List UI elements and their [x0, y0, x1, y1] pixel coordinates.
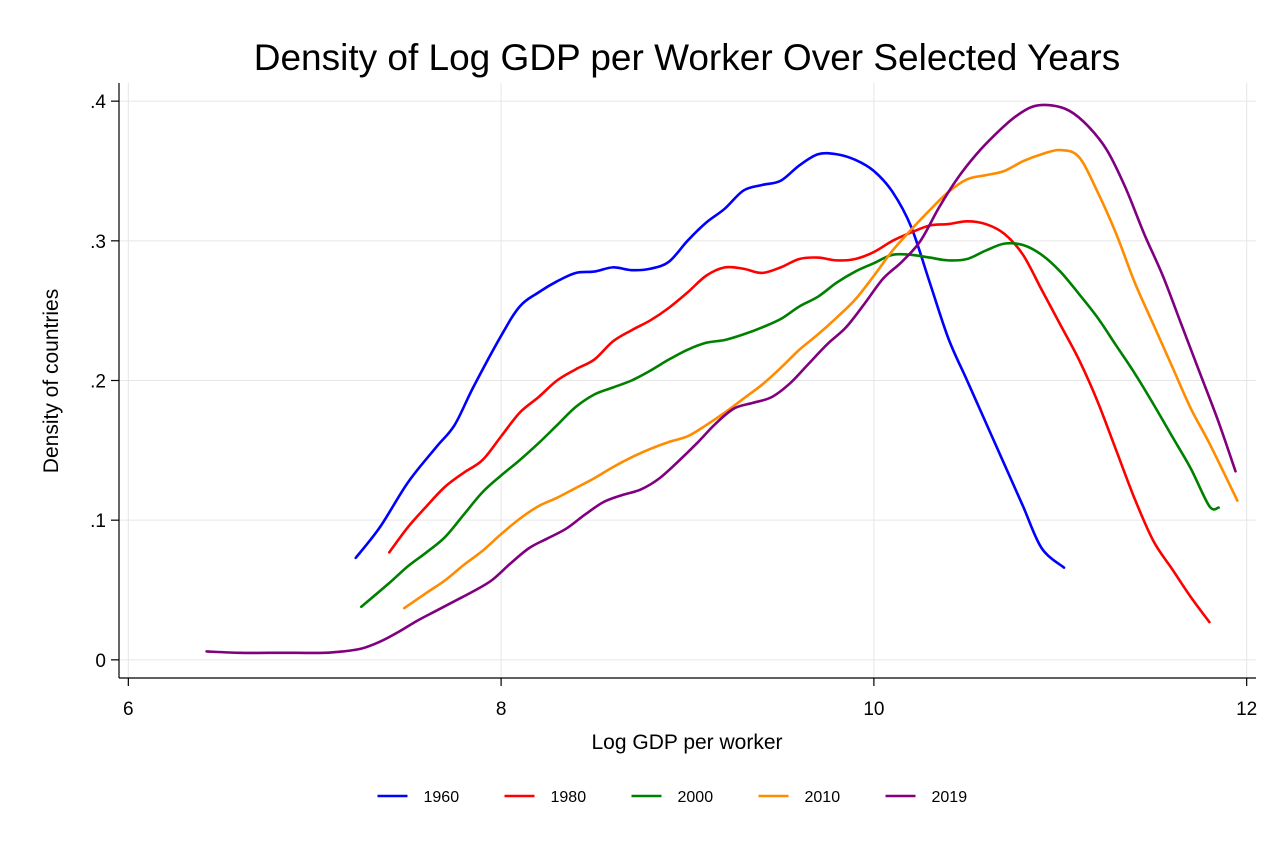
y-tick-label: .3: [90, 232, 106, 253]
x-tick-label: 6: [123, 699, 134, 720]
legend: 1960 1980 2000 2010 2019: [377, 789, 968, 806]
y-tick-label: .1: [90, 511, 106, 532]
series-line-2010: [402, 148, 1239, 610]
y-tick-label: .2: [90, 372, 106, 393]
x-tick-label: 10: [863, 699, 884, 720]
legend-label-2019: 2019: [932, 789, 968, 806]
series-line-1980: [387, 219, 1211, 624]
legend-label-2000: 2000: [678, 789, 714, 806]
x-tick-label: 12: [1236, 699, 1257, 720]
chart-title: Density of Log GDP per Worker Over Selec…: [254, 37, 1121, 78]
legend-label-2010: 2010: [805, 789, 841, 806]
y-tick-label: 0: [95, 651, 106, 672]
series-lines: [205, 103, 1239, 655]
series-line-2000: [360, 241, 1221, 609]
y-axis-label: Density of countries: [40, 289, 63, 473]
y-tick-label: .4: [90, 92, 106, 113]
legend-label-1980: 1980: [551, 789, 587, 806]
series-line-2019: [205, 103, 1237, 655]
legend-label-1960: 1960: [424, 789, 460, 806]
x-tick-label: 8: [496, 699, 507, 720]
axes: 0 .1 .2 .3 .4 6 8 10 12: [90, 83, 1257, 720]
grid: [119, 83, 1256, 678]
series-line-1960: [354, 151, 1066, 569]
x-axis-label: Log GDP per worker: [591, 731, 782, 754]
